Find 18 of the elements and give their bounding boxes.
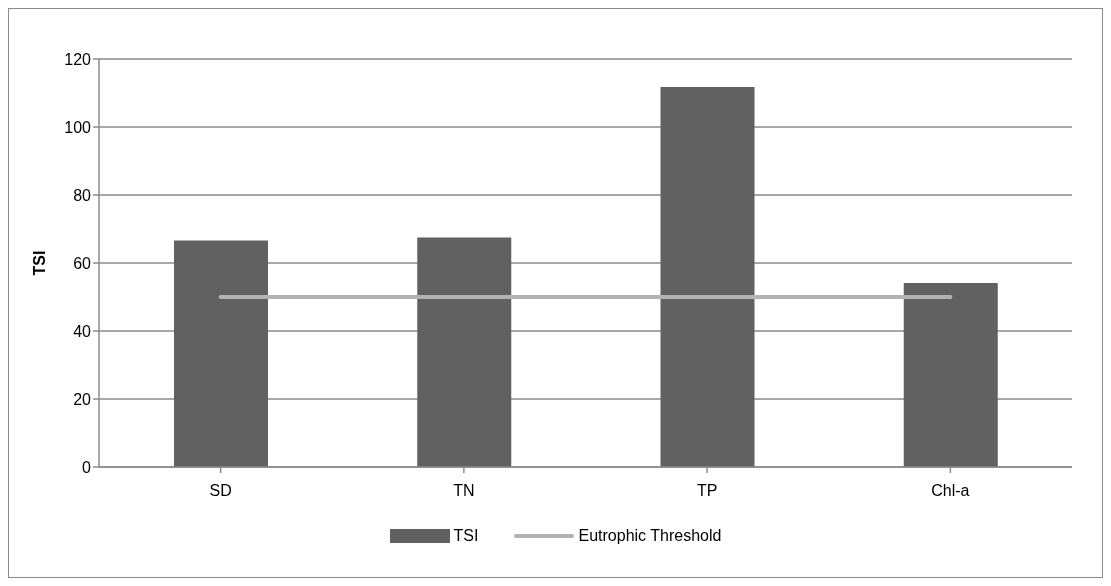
bar — [660, 86, 755, 467]
y-tick-label: 100 — [64, 118, 92, 136]
y-axis-title: TSI — [30, 250, 48, 276]
x-tick-label: TP — [696, 482, 718, 500]
y-tick-label: 20 — [73, 390, 92, 408]
y-tick-label: 0 — [82, 458, 92, 476]
legend-label: TSI — [453, 527, 479, 545]
y-tick-label: 120 — [64, 50, 92, 68]
x-tick-label: Chl-a — [931, 482, 970, 500]
y-tick-label: 80 — [73, 186, 92, 204]
y-tick-label: 60 — [73, 254, 92, 272]
bar — [903, 283, 998, 467]
x-tick-label: TN — [453, 482, 475, 500]
x-tick-label: SD — [209, 482, 232, 500]
y-tick-label: 40 — [73, 322, 92, 340]
bar — [417, 237, 512, 467]
legend-label: Eutrophic Threshold — [578, 527, 722, 545]
bar — [174, 240, 268, 467]
